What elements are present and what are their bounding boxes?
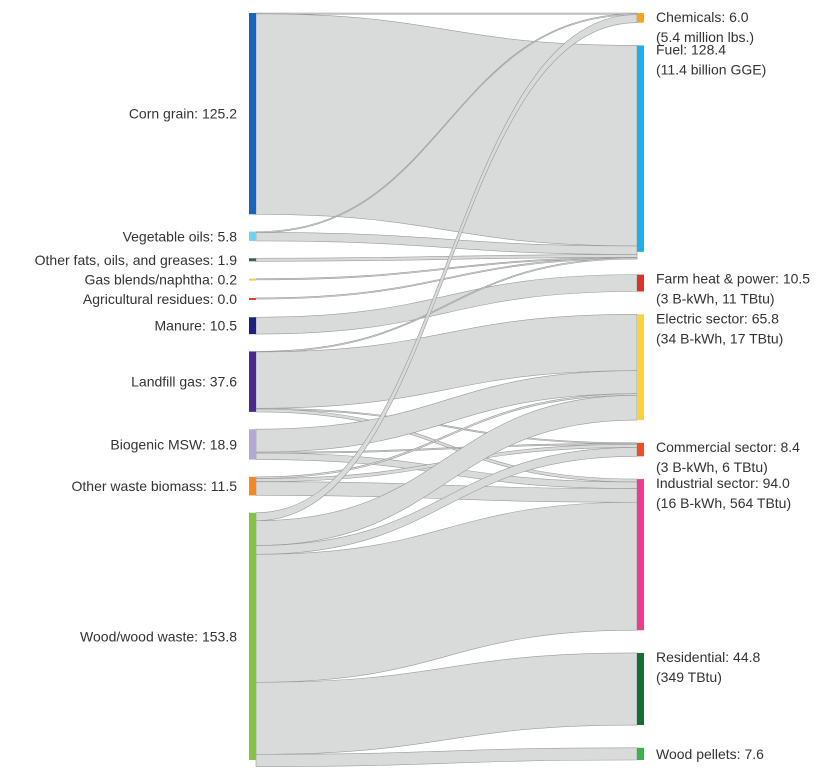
source-label-wood-wood-waste: Wood/wood waste: 153.8 xyxy=(80,628,237,644)
flow-corn-grain-to-fuel xyxy=(255,13,638,247)
flow-layer xyxy=(255,12,638,767)
source-node-biogenic-msw xyxy=(249,429,256,460)
target-node-fuel xyxy=(637,45,644,252)
target-label-commercial-sector: Commercial sector: 8.4 xyxy=(656,439,800,455)
target-label-residential-detail: (349 TBtu) xyxy=(656,669,722,685)
target-label-chemicals-detail: (5.4 million lbs.) xyxy=(656,29,754,45)
target-label-commercial-sector-detail: (3 B-kWh, 6 TBtu) xyxy=(656,459,768,475)
target-label-industrial-sector-detail: (16 B-kWh, 564 TBtu) xyxy=(656,495,791,511)
target-label-electric-sector-detail: (34 B-kWh, 17 TBtu) xyxy=(656,330,783,346)
flow-wood-wood-waste-to-commercial-sector xyxy=(255,447,638,555)
source-node-gas-blends-naphtha xyxy=(249,278,256,281)
flow-landfill-gas-to-fuel xyxy=(255,257,638,353)
target-label-farm-heat-power-detail: (3 B-kWh, 11 TBtu) xyxy=(656,291,775,307)
source-label-gas-blends-naphtha: Gas blends/naphtha: 0.2 xyxy=(84,272,237,288)
source-node-vegetable-oils xyxy=(249,231,256,241)
source-label-landfill-gas: Landfill gas: 37.6 xyxy=(131,374,237,390)
target-label-industrial-sector: Industrial sector: 94.0 xyxy=(656,475,790,491)
source-label-other-waste-biomass: Other waste biomass: 11.5 xyxy=(72,478,238,494)
target-label-electric-sector: Electric sector: 65.8 xyxy=(656,310,779,326)
target-node-residential xyxy=(637,652,644,726)
target-label-residential: Residential: 44.8 xyxy=(656,649,761,665)
source-node-corn-grain xyxy=(249,13,256,215)
source-label-corn-grain: Corn grain: 125.2 xyxy=(129,106,237,122)
source-node-manure xyxy=(249,317,256,335)
target-node-farm-heat-power xyxy=(637,274,644,292)
source-label-manure: Manure: 10.5 xyxy=(155,318,238,334)
source-node-other-fats-oils-and-greases xyxy=(249,258,256,262)
target-node-electric-sector xyxy=(637,314,644,421)
label-layer: Corn grain: 125.2 Vegetable oils: 5.8 Othe… xyxy=(35,9,811,762)
target-node-commercial-sector xyxy=(637,442,644,457)
target-label-fuel-detail: (11.4 billion GGE) xyxy=(656,61,766,77)
target-node-chemicals xyxy=(637,13,644,23)
flow-wood-wood-waste-to-residential xyxy=(255,652,638,755)
target-label-chemicals: Chemicals: 6.0 xyxy=(656,9,749,25)
target-node-wood-pellets xyxy=(637,747,644,760)
target-label-farm-heat-power: Farm heat & power: 10.5 xyxy=(656,271,810,287)
source-label-biogenic-msw: Biogenic MSW: 18.9 xyxy=(110,436,237,452)
source-node-wood-wood-waste xyxy=(249,512,256,760)
flow-corn-grain-to-chemicals xyxy=(255,12,638,15)
target-label-wood-pellets: Wood pellets: 7.6 xyxy=(656,746,764,762)
target-node-industrial-sector xyxy=(637,479,644,631)
node-layer xyxy=(249,13,644,760)
target-label-fuel: Fuel: 128.4 xyxy=(656,41,726,57)
source-label-other-fats-oils-and-greases: Other fats, oils, and greases: 1.9 xyxy=(35,252,238,268)
flow-wood-wood-waste-to-chemicals xyxy=(255,14,638,522)
source-node-agricultural-residues xyxy=(249,297,256,300)
source-node-other-waste-biomass xyxy=(249,476,256,496)
source-label-agricultural-residues: Agricultural residues: 0.0 xyxy=(83,291,237,307)
source-node-landfill-gas xyxy=(249,351,256,412)
source-label-vegetable-oils: Vegetable oils: 5.8 xyxy=(123,228,238,244)
